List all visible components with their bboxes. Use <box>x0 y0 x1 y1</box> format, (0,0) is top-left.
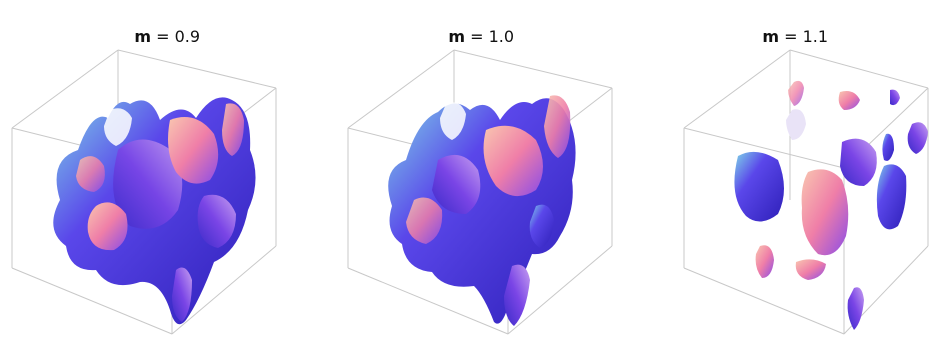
title-equals: = <box>464 27 489 46</box>
isosurface-blobs <box>53 97 256 325</box>
panel-m-1-0: m = 1.0 <box>314 0 628 342</box>
title-equals: = <box>150 27 175 46</box>
panel-m-1-1: m = 1.1 <box>628 0 942 342</box>
title-variable: m <box>762 27 779 46</box>
title-value: 0.9 <box>174 27 201 46</box>
title-value: 1.1 <box>802 27 829 46</box>
panel-m-0-9: m = 0.9 <box>0 0 314 342</box>
title-variable: m <box>134 27 151 46</box>
isosurface-render <box>11 49 277 335</box>
title-variable: m <box>448 27 465 46</box>
panel-title: m = 0.9 <box>0 8 314 65</box>
panel-title: m = 1.1 <box>628 8 942 65</box>
isosurface-blobs <box>388 95 576 326</box>
title-equals: = <box>778 27 803 46</box>
isosurface-render <box>347 49 613 335</box>
isosurface-blobs <box>734 80 928 330</box>
title-value: 1.0 <box>488 27 515 46</box>
isosurface-render <box>683 49 929 335</box>
panel-title: m = 1.0 <box>314 8 628 65</box>
